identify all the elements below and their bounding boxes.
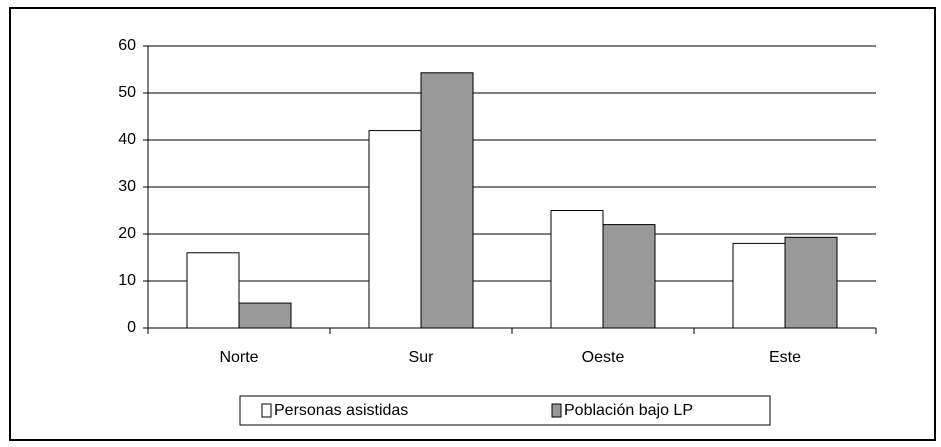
x-tick-label: Sur bbox=[409, 349, 435, 366]
x-tick-label: Este bbox=[769, 349, 801, 366]
bar bbox=[550, 210, 604, 329]
y-tick-label: 0 bbox=[127, 319, 136, 336]
legend-swatch bbox=[551, 403, 562, 418]
bar bbox=[732, 242, 786, 329]
y-tick-label: 30 bbox=[118, 178, 136, 195]
bar bbox=[602, 224, 656, 329]
legend-box bbox=[239, 395, 771, 426]
y-tick-label: 10 bbox=[118, 272, 136, 289]
legend-label: Personas asistidas bbox=[274, 402, 408, 419]
y-tick-label: 20 bbox=[118, 225, 136, 242]
bar bbox=[238, 302, 292, 329]
y-tick-label: 50 bbox=[118, 84, 136, 101]
bar bbox=[368, 130, 422, 329]
x-tick-label: Norte bbox=[219, 349, 258, 366]
bar bbox=[420, 72, 474, 329]
legend-label: Población bajo LP bbox=[564, 402, 693, 419]
y-tick-label: 40 bbox=[118, 131, 136, 148]
bar bbox=[186, 252, 240, 329]
y-tick-label: 60 bbox=[118, 37, 136, 54]
x-tick-label: Oeste bbox=[582, 349, 625, 366]
legend-swatch bbox=[261, 403, 272, 418]
bar bbox=[784, 236, 838, 329]
